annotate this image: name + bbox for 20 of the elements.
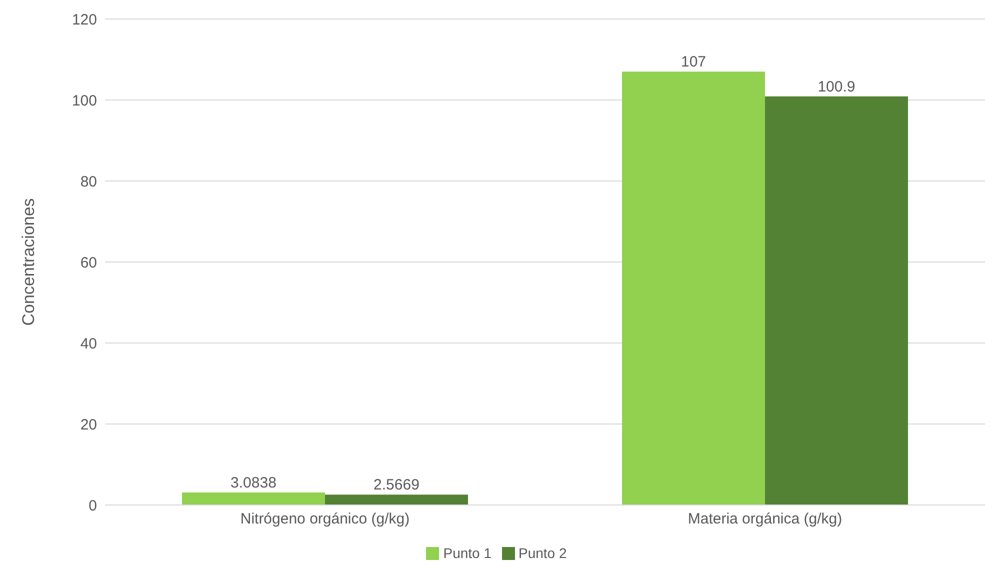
y-tick-label: 80	[80, 173, 97, 190]
y-tick-label: 20	[80, 416, 97, 434]
bar	[182, 492, 325, 505]
bar	[622, 72, 765, 505]
x-tick-label: Nitrógeno orgánico (g/kg)	[240, 510, 410, 528]
data-label: 2.5669	[374, 476, 420, 494]
y-tick-label: 120	[72, 11, 97, 28]
data-label: 3.0838	[230, 474, 276, 492]
y-tick-label: 100	[72, 92, 97, 110]
y-tick-label: 40	[80, 335, 97, 352]
bar	[325, 494, 468, 505]
y-tick-label: 0	[88, 497, 97, 514]
x-tick-label: Materia orgánica (g/kg)	[688, 510, 842, 528]
bar	[765, 96, 908, 505]
data-label: 100.9	[818, 78, 856, 96]
data-label: 107	[680, 54, 706, 71]
legend-label: Punto 1	[443, 545, 492, 561]
y-tick-label: 60	[80, 254, 97, 272]
y-axis-title: Concentraciones	[19, 198, 38, 326]
legend-label: Punto 2	[518, 545, 567, 561]
